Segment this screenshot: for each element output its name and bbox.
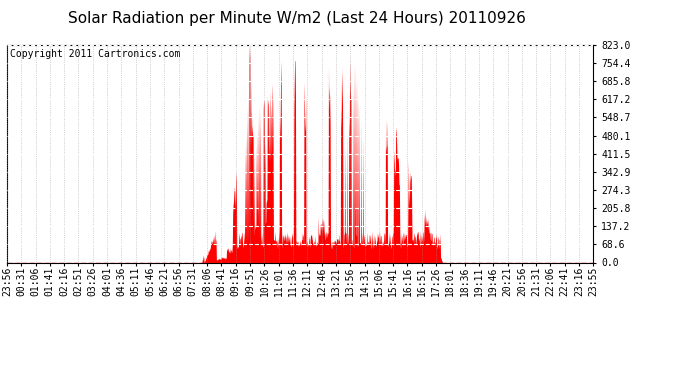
Text: Solar Radiation per Minute W/m2 (Last 24 Hours) 20110926: Solar Radiation per Minute W/m2 (Last 24… [68, 11, 526, 26]
Text: Copyright 2011 Cartronics.com: Copyright 2011 Cartronics.com [10, 50, 180, 59]
